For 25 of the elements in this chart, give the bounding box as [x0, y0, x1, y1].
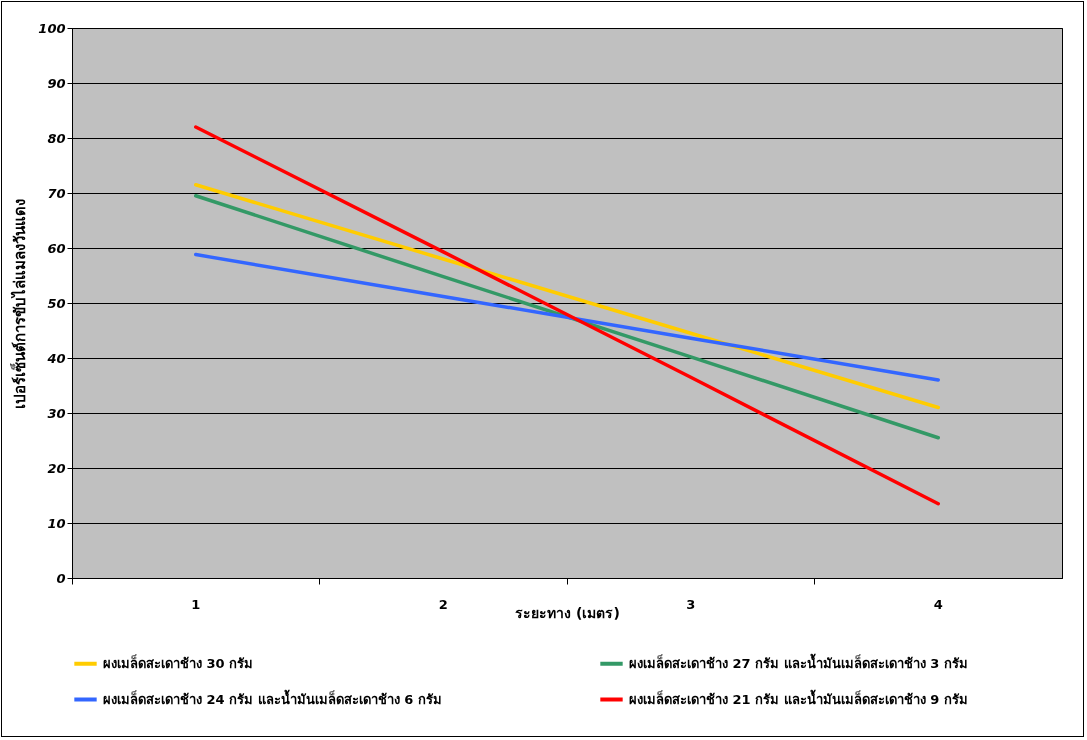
y-tick-label: 90 — [47, 75, 66, 91]
y-tick-label: 100 — [38, 20, 66, 36]
line-series — [194, 125, 940, 506]
y-tick-label: 30 — [47, 405, 66, 421]
y-tick-label: 60 — [47, 240, 66, 256]
y-tick-label: 40 — [46, 350, 66, 366]
y-tick-label: 80 — [47, 130, 66, 146]
x-tick-label: 3 — [686, 596, 696, 612]
line-series — [194, 183, 940, 410]
y-tick-label: 0 — [56, 570, 66, 586]
y-tick-label: 50 — [47, 295, 66, 311]
y-tick-label: 70 — [47, 185, 66, 201]
x-axis-title: ระยะทาง (เมตร) — [515, 604, 620, 621]
legend-label: ผงเมล็ดสะเดาช้าง 21 กรัม และน้ำมันเมล็ดสะเดาช้าง 9 กรัม — [629, 688, 968, 707]
x-tick-label: 1 — [191, 596, 201, 612]
line-series — [194, 252, 940, 382]
y-axis-title: เปอร์เซ็นต์การขับไล่แมลงวันแดง — [10, 198, 30, 409]
x-tick-label: 4 — [933, 596, 943, 612]
y-tick-label: 20 — [47, 460, 66, 476]
x-tick-label: 2 — [438, 596, 448, 612]
legend-label: ผงเมล็ดสะเดาช้าง 30 กรัม — [103, 653, 254, 671]
legend-label: ผงเมล็ดสะเดาช้าง 27 กรัม และน้ำมันเมล็ดสะเดาช้าง 3 กรัม — [629, 652, 968, 671]
line-series — [194, 194, 940, 440]
legend-label: ผงเมล็ดสะเดาช้าง 24 กรัม และน้ำมันเมล็ดสะเดาช้าง 6 กรัม — [103, 688, 442, 707]
y-tick-label: 10 — [47, 515, 66, 531]
